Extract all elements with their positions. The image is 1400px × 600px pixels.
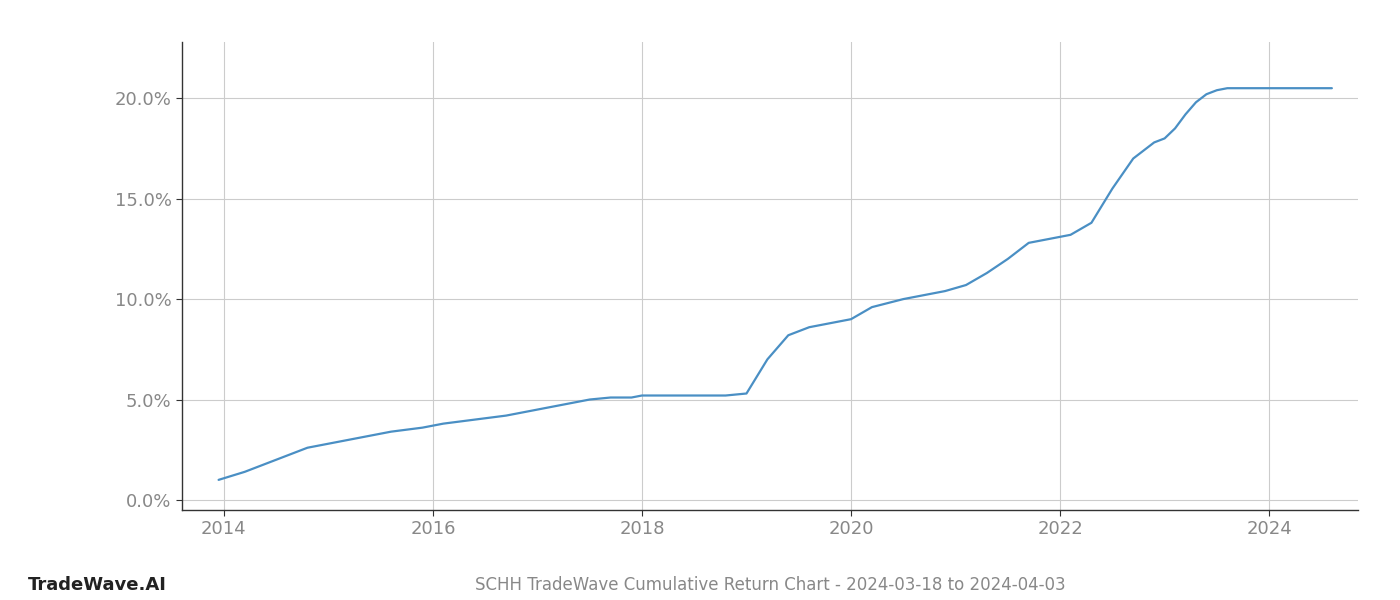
Text: SCHH TradeWave Cumulative Return Chart - 2024-03-18 to 2024-04-03: SCHH TradeWave Cumulative Return Chart -…: [475, 576, 1065, 594]
Text: TradeWave.AI: TradeWave.AI: [28, 576, 167, 594]
